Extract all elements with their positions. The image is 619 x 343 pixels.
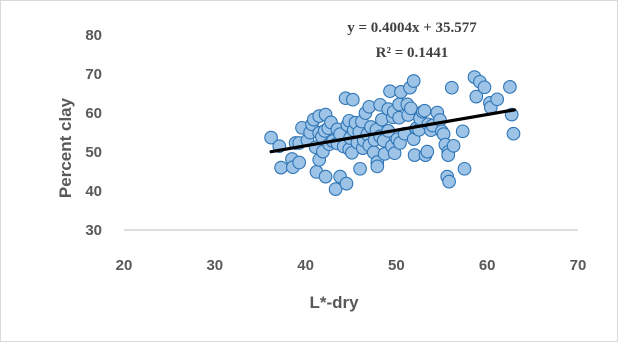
trendline-equation: y = 0.4004x + 35.577 [347,20,477,36]
data-point [328,182,343,196]
data-point [442,174,456,189]
data-point [274,160,288,175]
data-point [406,74,421,88]
data-point [477,80,492,95]
data-point [444,80,459,95]
data-point [503,80,517,94]
data-point [339,176,354,191]
x-tick-label: 70 [570,257,587,274]
data-point [353,161,367,176]
x-axis-title: L*-dry [309,293,359,312]
data-point [264,130,278,145]
y-axis-ticks: 30 40 50 60 70 80 [85,27,102,239]
y-tick-label: 40 [85,183,102,200]
x-axis-ticks: 20 30 40 50 60 70 [116,257,587,274]
trendline [269,108,517,154]
data-point [345,92,360,107]
data-point [446,138,461,153]
y-tick-label: 80 [85,27,102,44]
r-squared-label: R² = 0.1441 [376,45,449,61]
data-point [417,103,432,118]
y-axis-title: Percent clay [56,97,75,198]
data-point [292,155,307,170]
data-point [469,89,484,104]
data-point [455,124,470,139]
y-tick-label: 70 [85,66,102,83]
x-tick-label: 40 [297,257,314,274]
data-point [318,169,333,184]
x-tick-label: 20 [116,257,133,274]
y-tick-label: 30 [85,222,102,239]
y-tick-label: 60 [85,105,102,122]
x-tick-label: 60 [479,257,496,274]
x-tick-label: 30 [206,257,223,274]
data-point [404,101,418,116]
y-tick-label: 50 [85,144,102,161]
data-point [420,144,435,159]
data-point [370,159,385,174]
scatter-points [264,70,521,196]
data-point [490,92,505,107]
x-tick-label: 50 [388,257,405,274]
data-point [457,161,472,176]
data-point [506,126,521,141]
